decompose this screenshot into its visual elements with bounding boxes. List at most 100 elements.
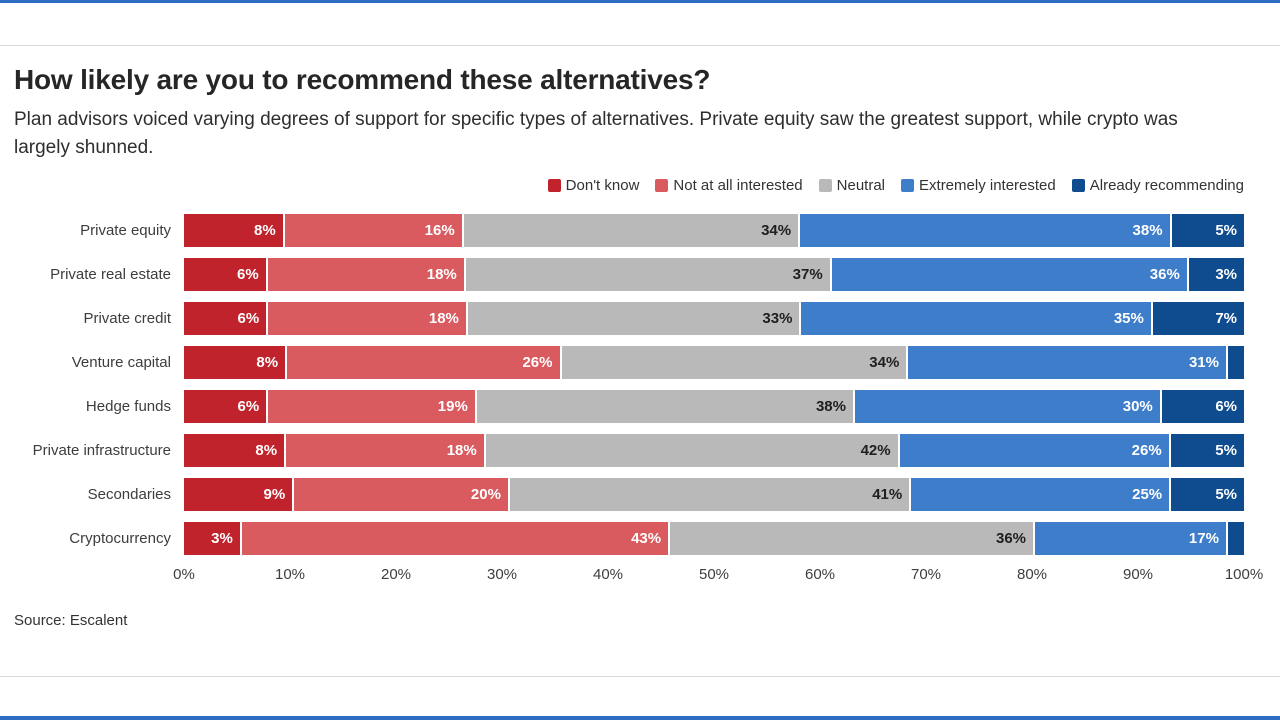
stacked-bar-chart: Private equity 8% 16% 34% 38% 5% Private real … [14, 214, 1263, 588]
chart-row: Hedge funds 6% 19% 38% 30% 6% [14, 390, 1244, 424]
bar-segment: 33% [467, 302, 800, 336]
chart-row: Cryptocurrency 3% 43% 36% 17% [14, 522, 1244, 556]
bar-segment: 18% [267, 258, 464, 292]
chart-row: Secondaries 9% 20% 41% 25% 5% [14, 478, 1244, 512]
legend-item: Not at all interested [655, 177, 803, 195]
bar-segment: 6% [184, 390, 267, 424]
category-label: Private credit [83, 310, 171, 328]
bar-segment: 9% [184, 478, 293, 512]
legend-swatch [655, 179, 669, 193]
x-tick: 10% [274, 566, 306, 584]
bar-segment: 18% [268, 302, 466, 336]
bar-segment: 6% [1161, 390, 1244, 424]
chart-row: Venture capital 8% 26% 34% 31% [14, 346, 1245, 380]
legend-swatch [818, 179, 832, 193]
category-label: Private infrastructure [32, 442, 171, 460]
chart-row: Private credit 6% 18% 33% 35% 7% [14, 302, 1244, 336]
legend: Don't know Not at all interested Neutral Ex… [14, 177, 1244, 194]
legend-item: Already recommending [1071, 177, 1244, 195]
x-tick: 0% [173, 566, 195, 584]
bar-segment: 38% [800, 214, 1170, 248]
x-tick: 30% [486, 566, 518, 584]
bar-segment: 5% [1170, 434, 1244, 468]
bar: 3% 43% 36% 17% [184, 522, 1244, 556]
page-subtitle: Plan advisors voiced varying degrees of … [14, 109, 1178, 158]
x-tick: 50% [698, 566, 730, 584]
bar-segment: 8% [184, 434, 285, 468]
page-title: How likely are you to recommend these al… [14, 64, 711, 95]
bar-segment: 5% [1171, 478, 1244, 512]
legend-label: Extremely interested [919, 177, 1056, 195]
legend-swatch [547, 179, 561, 193]
chart-rows: Private equity 8% 16% 34% 38% 5% Private real … [14, 214, 1245, 556]
bar: 9% 20% 41% 25% 5% [184, 478, 1244, 512]
x-tick: 60% [804, 566, 836, 584]
bar-segment: 18% [286, 434, 484, 468]
bar-segment: 7% [1152, 302, 1244, 336]
bar: 8% 26% 34% 31% [184, 346, 1245, 380]
bar-segment: 8% [184, 214, 283, 248]
bar-segment: 36% [831, 258, 1187, 292]
legend-label: Not at all interested [673, 177, 803, 195]
chart-row: Private infrastructure 8% 18% 42% 26% 5% [14, 434, 1244, 468]
bar-segment: 34% [561, 346, 907, 380]
legend-swatch [1071, 179, 1085, 193]
bar-segment: 6% [184, 302, 267, 336]
legend-label: Neutral [836, 177, 886, 195]
x-tick: 40% [592, 566, 624, 584]
x-tick: 80% [1016, 566, 1048, 584]
bottom-accent-bar [0, 716, 1280, 720]
category-label: Private equity [80, 222, 171, 240]
category-label: Private real estate [50, 266, 171, 284]
bar-segment: 26% [899, 434, 1169, 468]
bar-segment: 43% [241, 522, 669, 556]
bar-segment: 5% [1171, 214, 1244, 248]
bar-segment: 34% [463, 214, 799, 248]
bar-segment: 25% [911, 478, 1170, 512]
chart-row: Private equity 8% 16% 34% 38% 5% [14, 214, 1244, 248]
bar: 8% 18% 42% 26% 5% [184, 434, 1244, 468]
bar-segment: 36% [670, 522, 1034, 556]
bar-segment: 19% [268, 390, 475, 424]
bar-segment: 42% [485, 434, 898, 468]
bar-segment: 16% [284, 214, 462, 248]
bar-segment: 35% [801, 302, 1151, 336]
bar-segment: 6% [184, 258, 266, 292]
bar: 6% 18% 37% 36% 3% [184, 258, 1244, 292]
bar-segment: 41% [509, 478, 910, 512]
bar-segment: 37% [465, 258, 830, 292]
legend-item: Neutral [818, 177, 886, 195]
chart-card: How likely are you to recommend these al… [0, 64, 1280, 629]
x-tick: 90% [1122, 566, 1154, 584]
bar-segment: 38% [476, 390, 853, 424]
chart-row: Private real estate 6% 18% 37% 36% 3% [14, 258, 1244, 292]
bar: 6% 19% 38% 30% 6% [184, 390, 1244, 424]
bar-segment: 17% [1035, 522, 1226, 556]
bar: 6% 18% 33% 35% 7% [184, 302, 1244, 336]
bar-segment: 3% [1188, 258, 1244, 292]
bar: 8% 16% 34% 38% 5% [184, 214, 1244, 248]
category-label: Venture capital [71, 354, 171, 372]
top-white-band [0, 3, 1280, 46]
category-label: Cryptocurrency [69, 530, 171, 548]
category-label: Hedge funds [85, 398, 171, 416]
bar-segment: 26% [287, 346, 560, 380]
x-axis: 0% 10% 20% 30% 40% 50% 60% 70% 80% 90% 100% [173, 566, 1263, 588]
bar-segment: 20% [294, 478, 508, 512]
bar-segment: 8% [184, 346, 286, 380]
x-tick: 70% [910, 566, 942, 584]
bottom-white-band [0, 676, 1280, 716]
source-note: Source: Escalent [14, 612, 128, 630]
legend-item: Extremely interested [901, 177, 1056, 194]
legend-swatch [901, 179, 915, 193]
bar-segment [1227, 522, 1244, 556]
bar-segment [1227, 346, 1245, 380]
x-tick: 20% [380, 566, 412, 584]
legend-label: Already recommending [1089, 177, 1244, 195]
bar-segment: 31% [908, 346, 1226, 380]
legend-item: Don't know [547, 177, 639, 194]
category-label: Secondaries [87, 486, 171, 504]
bar-segment: 30% [855, 390, 1160, 424]
bar-segment: 3% [184, 522, 240, 556]
top-accent-bar [0, 0, 1280, 3]
